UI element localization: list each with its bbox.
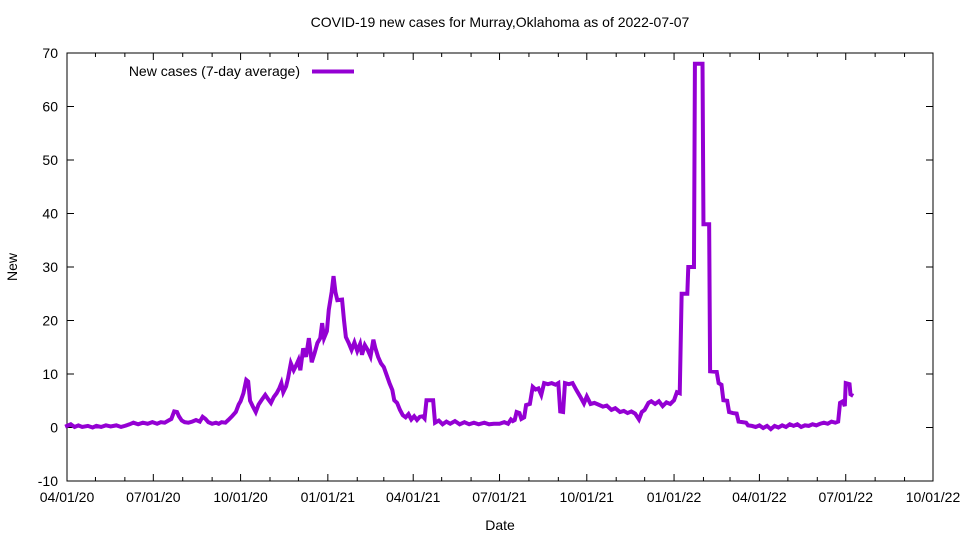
plot-dynamic-layer: -10 0 10 20 30 40 50 60 70 04/01/20 07/01/20 10/01/… [38, 45, 960, 505]
x-axis-tick-label: 07/01/20 [126, 489, 181, 505]
legend-label: New cases (7-day average) [129, 63, 300, 79]
y-axis-tick-label: 0 [50, 420, 58, 436]
y-axis-tick-label: 10 [42, 366, 58, 382]
legend: New cases (7-day average) [129, 63, 354, 79]
x-axis-tick-label: 01/01/22 [647, 489, 702, 505]
y-axis-tick-label: -10 [38, 473, 58, 489]
x-axis-tick-label: 10/01/22 [906, 489, 960, 505]
chart-title: COVID-19 new cases for Murray,Oklahoma a… [311, 14, 690, 30]
x-axis-tick-label: 10/01/21 [560, 489, 615, 505]
plot-border [66, 52, 934, 482]
y-axis-tick-label: 30 [42, 259, 58, 275]
y-axis-tick-label: 50 [42, 152, 58, 168]
x-axis-tick-label: 04/01/22 [732, 489, 787, 505]
y-axis-label: New [4, 252, 20, 281]
y-axis-tick-label: 40 [42, 206, 58, 222]
x-axis-tick-label: 07/01/22 [818, 489, 873, 505]
series-line-new-cases [64, 61, 855, 432]
x-axis-tick-label: 10/01/20 [213, 489, 268, 505]
y-axis-tick-label: 60 [42, 99, 58, 115]
x-axis-tick-label: 07/01/21 [472, 489, 527, 505]
x-axis-tick-label: 04/01/20 [40, 489, 95, 505]
x-axis-tick-label: 01/01/21 [301, 489, 356, 505]
y-axis-tick-label: 20 [42, 313, 58, 329]
x-axis-tick-label: 04/01/21 [386, 489, 441, 505]
x-axis-label: Date [485, 517, 515, 533]
y-axis-tick-label: 70 [42, 45, 58, 61]
